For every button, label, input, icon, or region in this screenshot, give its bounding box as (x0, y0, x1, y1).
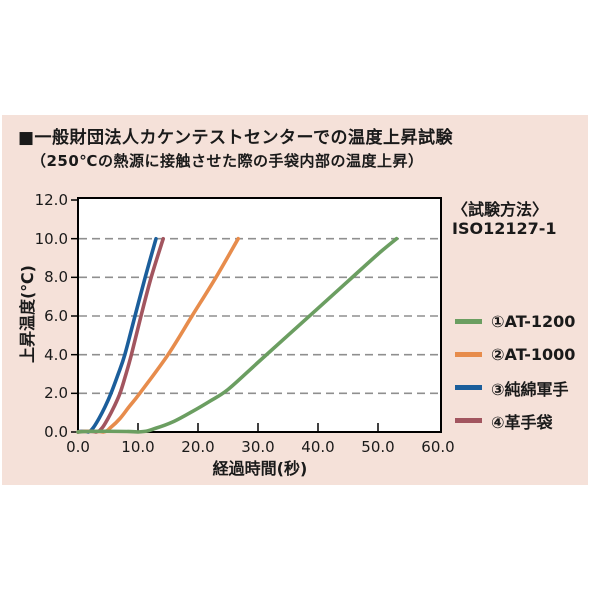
x-tick-label-40.0: 40.0 (301, 438, 335, 456)
y-tick-label-2.0: 2.0 (44, 384, 68, 403)
x-axis-title: 経過時間(秒) (212, 459, 308, 478)
legend-label: ④革手袋 (491, 412, 553, 432)
series-curve-1 (76, 236, 399, 434)
legend-swatch-icon (455, 385, 482, 390)
x-tick-label-50.0: 50.0 (361, 438, 395, 456)
legend-swatch-icon (455, 418, 482, 423)
x-tick-label-20.0: 20.0 (181, 438, 215, 456)
chart-title: ■一般財団法人カケンテストセンターでの温度上昇試験 (18, 128, 454, 148)
x-tick-label-10.0: 10.0 (121, 438, 155, 456)
x-tick-label-30.0: 30.0 (241, 438, 275, 456)
y-tick-label-10.0: 10.0 (34, 229, 68, 248)
legend-label: ②AT-1000 (491, 345, 576, 364)
legend: ①AT-1200 ②AT-1000 ③純綿軍手 ④革手袋 (455, 305, 575, 437)
y-tick-label-6.0: 6.0 (44, 307, 68, 325)
y-tick-label-4.0: 4.0 (44, 345, 68, 364)
legend-swatch-icon (455, 319, 482, 324)
legend-swatch-icon (455, 352, 482, 357)
legend-item-1: ①AT-1200 (455, 305, 575, 338)
y-tick-label-8.0: 8.0 (44, 268, 68, 287)
x-tick-label-0.0: 0.0 (66, 438, 90, 456)
test-method-standard: ISO12127-1 (452, 219, 557, 238)
y-tick-label-0.0: 0.0 (44, 423, 68, 441)
plot-background (78, 198, 441, 432)
legend-item-2: ②AT-1000 (455, 338, 575, 371)
legend-item-3: ③純綿軍手 (455, 371, 575, 404)
legend-item-4: ④革手袋 (455, 404, 575, 437)
x-tick-label-60.0: 60.0 (421, 438, 455, 456)
chart-subtitle: （250℃の熱源に接触させた際の手袋内部の温度上昇） (31, 152, 424, 170)
plot-border (77, 197, 442, 433)
y-tick-label-12.0: 12.0 (34, 191, 68, 209)
legend-label: ③純綿軍手 (491, 379, 569, 399)
legend-label: ①AT-1200 (491, 312, 576, 331)
test-method-heading: 〈試験方法〉 (452, 200, 549, 219)
